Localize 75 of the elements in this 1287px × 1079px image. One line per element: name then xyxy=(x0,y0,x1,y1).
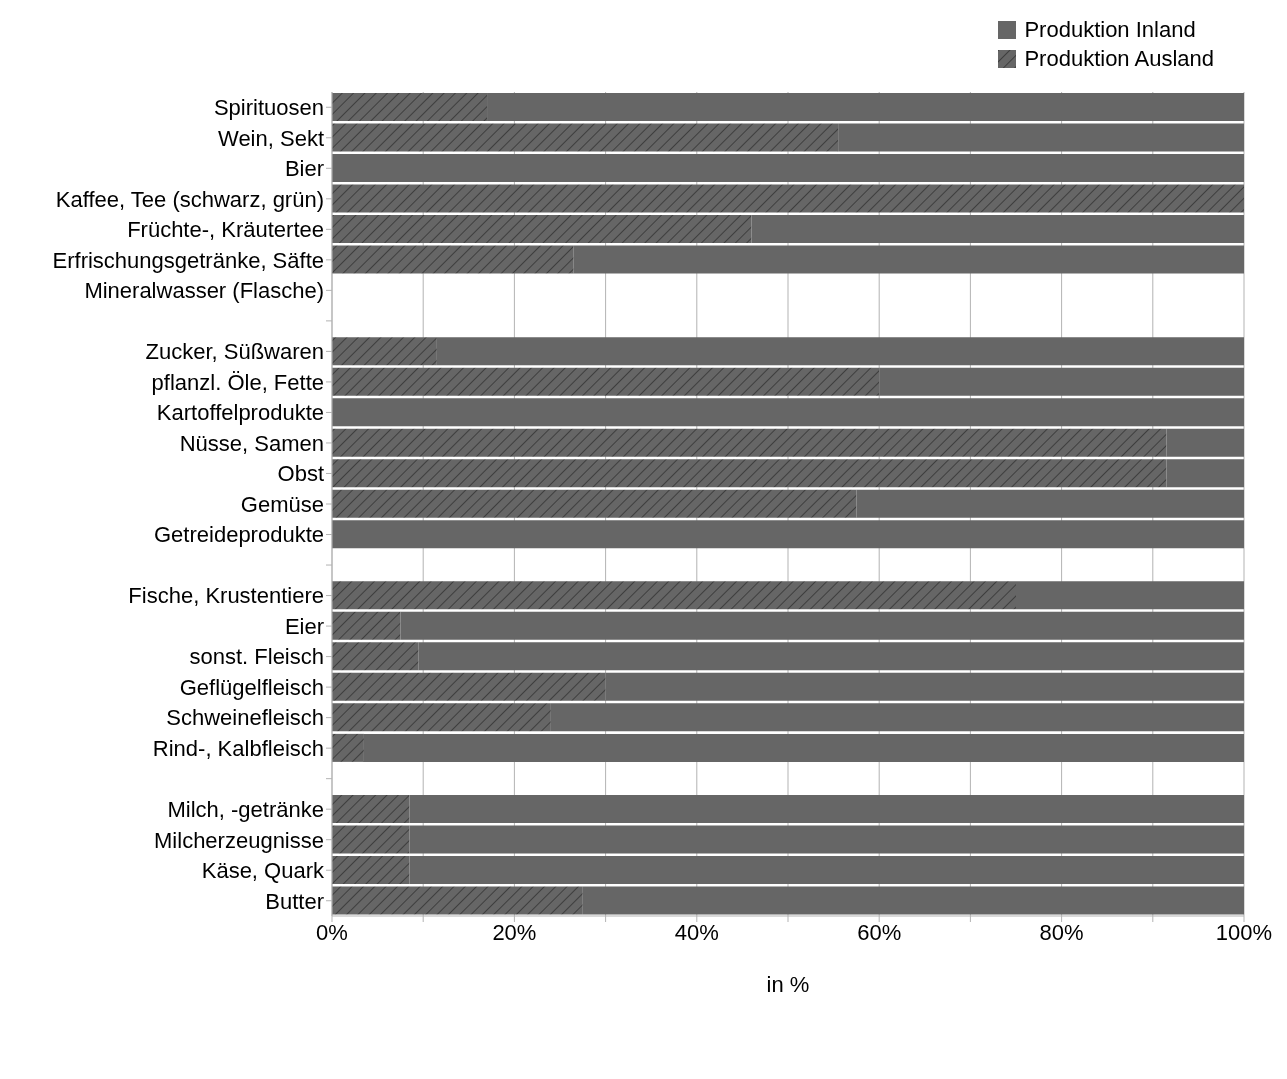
bar xyxy=(332,733,364,762)
legend-label: Produktion Inland xyxy=(1024,17,1196,43)
y-tick-label: Zucker, Süßwaren xyxy=(145,339,324,365)
y-tick-label: Früchte-, Kräutertee xyxy=(127,217,324,243)
bar xyxy=(332,428,1167,457)
bar xyxy=(332,886,583,915)
bar xyxy=(856,489,1244,518)
bar xyxy=(838,123,1244,152)
bar xyxy=(418,642,1244,671)
x-axis-title: in % xyxy=(766,972,810,997)
x-tick-label: 60% xyxy=(857,919,902,945)
bar xyxy=(332,123,839,152)
y-tick-label: Fische, Krustentiere xyxy=(128,583,324,609)
y-tick-label: Käse, Quark xyxy=(201,858,325,884)
bar xyxy=(332,611,401,640)
bar xyxy=(332,520,1244,549)
bar xyxy=(550,703,1244,732)
bar xyxy=(573,245,1244,274)
y-tick-label: Getreideprodukte xyxy=(154,522,324,548)
y-tick-label: Erfrischungsgetränke, Säfte xyxy=(52,247,324,273)
bar xyxy=(332,581,1016,610)
bar xyxy=(582,886,1244,915)
bar xyxy=(363,733,1244,762)
y-tick-label: Spirituosen xyxy=(213,95,324,121)
y-tick-label: Wein, Sekt xyxy=(218,125,324,151)
bar xyxy=(409,855,1244,884)
y-tick-label: Obst xyxy=(277,461,324,487)
y-tick-label: sonst. Fleisch xyxy=(189,644,324,670)
y-tick-label: Geflügelfleisch xyxy=(179,674,324,700)
bar xyxy=(605,672,1244,701)
legend-label: Produktion Ausland xyxy=(1024,46,1214,72)
bar xyxy=(332,794,410,823)
bar xyxy=(487,93,1244,121)
y-tick-label: pflanzl. Öle, Fette xyxy=(151,369,324,395)
y-tick-label: Milch, -getränke xyxy=(167,797,324,822)
bar xyxy=(332,642,419,671)
bar xyxy=(1166,428,1244,457)
bar xyxy=(400,611,1244,640)
bar xyxy=(332,215,752,244)
bar xyxy=(332,459,1167,488)
bar xyxy=(332,184,1244,213)
y-tick-label: Schweinefleisch xyxy=(166,705,324,731)
y-tick-label: Kaffee, Tee (schwarz, grün) xyxy=(55,186,324,212)
y-tick-label: Bier xyxy=(284,156,324,182)
bar xyxy=(332,93,488,121)
y-tick-label: Milcherzeugnisse xyxy=(154,827,324,853)
bar xyxy=(332,367,880,396)
y-tick-label: Eier xyxy=(284,613,324,639)
y-tick-label: Kartoffelprodukte xyxy=(156,400,324,426)
bar xyxy=(332,672,606,701)
x-tick-label: 20% xyxy=(492,919,537,945)
y-tick-label: Butter xyxy=(265,888,324,914)
bar xyxy=(751,215,1244,244)
x-tick-label: 80% xyxy=(1039,919,1084,945)
bar xyxy=(409,794,1244,823)
x-tick-label: 0% xyxy=(316,919,348,945)
bar xyxy=(879,367,1244,396)
bar xyxy=(1016,581,1244,610)
bar xyxy=(409,825,1244,854)
x-tick-label: 40% xyxy=(674,919,719,945)
bar xyxy=(332,337,437,366)
bar xyxy=(332,825,410,854)
bar xyxy=(332,245,574,274)
x-tick-label: 100% xyxy=(1215,919,1273,945)
bar xyxy=(332,154,1244,183)
bar xyxy=(332,855,410,884)
y-tick-label: Nüsse, Samen xyxy=(179,430,324,456)
bar xyxy=(436,337,1244,366)
bar xyxy=(332,398,1244,427)
y-tick-label: Mineralwasser (Flasche) xyxy=(84,278,324,304)
bar xyxy=(1166,459,1244,488)
bar xyxy=(332,703,551,732)
y-tick-label: Rind-, Kalbfleisch xyxy=(152,735,324,761)
bar xyxy=(332,489,857,518)
y-tick-label: Gemüse xyxy=(240,491,324,517)
